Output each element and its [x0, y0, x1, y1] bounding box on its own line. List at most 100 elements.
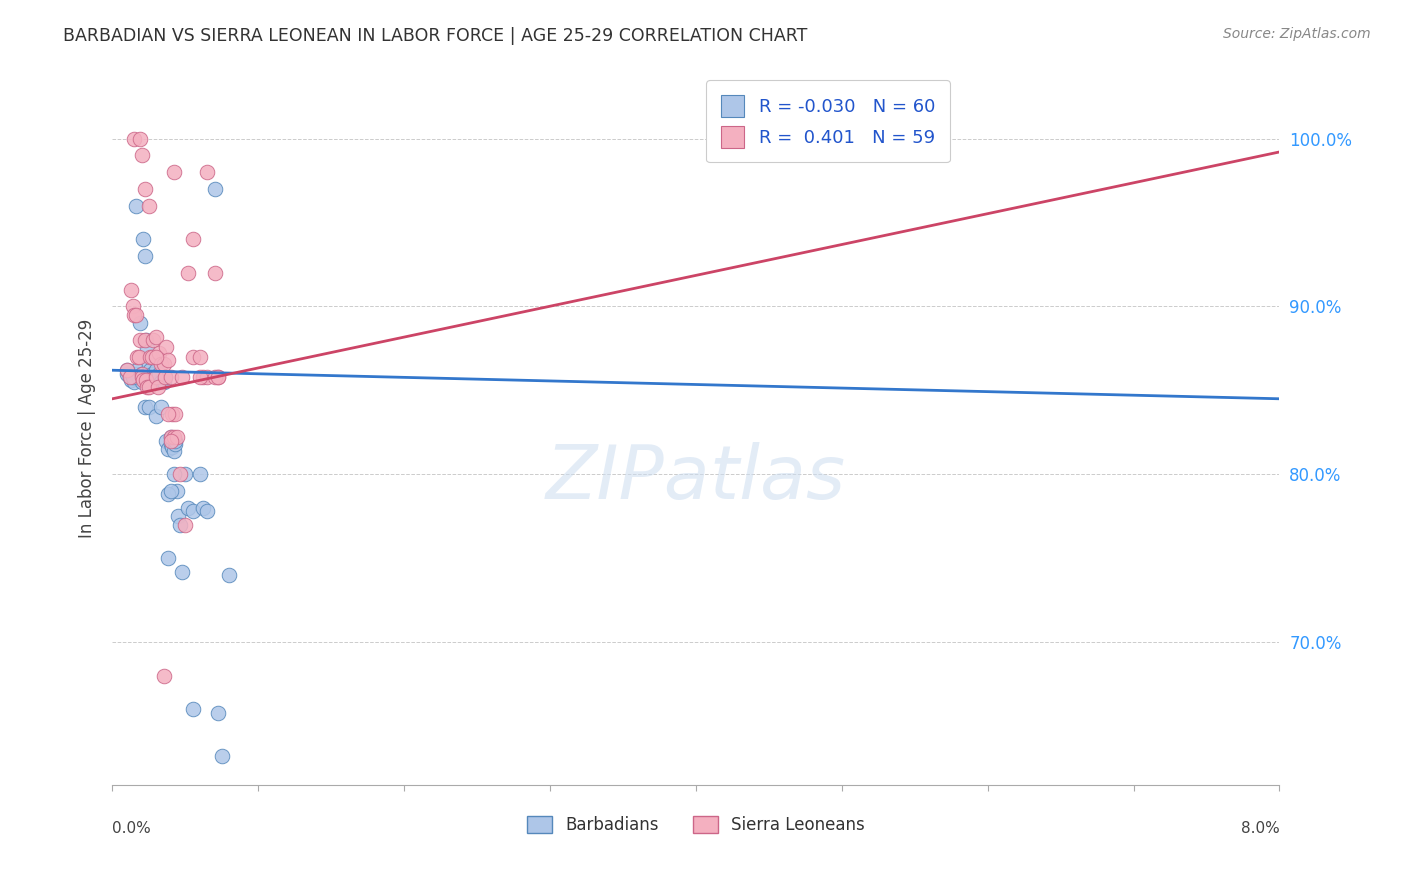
Point	[124, 131, 146, 145]
Point	[124, 375, 146, 389]
Point	[204, 182, 226, 196]
Point	[155, 340, 177, 354]
Point	[139, 350, 162, 364]
Point	[146, 375, 169, 389]
Point	[134, 400, 156, 414]
Point	[132, 232, 155, 246]
Point	[138, 380, 160, 394]
Point	[156, 407, 179, 421]
Point	[125, 308, 148, 322]
Point	[142, 370, 165, 384]
Point	[125, 367, 148, 381]
Point	[166, 484, 188, 499]
Point	[145, 409, 167, 423]
Point	[204, 370, 226, 384]
Point	[125, 199, 148, 213]
Point	[172, 565, 194, 579]
Legend: Barbadians, Sierra Leoneans: Barbadians, Sierra Leoneans	[520, 809, 872, 841]
Point	[163, 430, 186, 444]
Point	[145, 363, 167, 377]
Point	[156, 487, 179, 501]
Text: BARBADIAN VS SIERRA LEONEAN IN LABOR FORCE | AGE 25-29 CORRELATION CHART: BARBADIAN VS SIERRA LEONEAN IN LABOR FOR…	[63, 27, 807, 45]
Point	[165, 437, 187, 451]
Point	[138, 358, 160, 372]
Point	[174, 517, 197, 532]
Point	[118, 370, 141, 384]
Point	[207, 370, 229, 384]
Point	[195, 165, 218, 179]
Point	[160, 430, 183, 444]
Point	[188, 370, 211, 384]
Point	[145, 370, 167, 384]
Point	[131, 367, 153, 381]
Point	[153, 370, 176, 384]
Point	[128, 370, 150, 384]
Point	[122, 370, 145, 384]
Point	[162, 441, 184, 455]
Point	[142, 333, 165, 347]
Point	[207, 370, 229, 384]
Point	[120, 373, 142, 387]
Y-axis label: In Labor Force | Age 25-29: In Labor Force | Age 25-29	[77, 318, 96, 538]
Point	[195, 370, 218, 384]
Point	[128, 350, 150, 364]
Point	[138, 400, 160, 414]
Point	[152, 357, 174, 371]
Point	[167, 509, 190, 524]
Point	[122, 300, 145, 314]
Point	[149, 400, 172, 414]
Point	[118, 370, 141, 384]
Point	[131, 367, 153, 381]
Point	[204, 266, 226, 280]
Point	[145, 370, 167, 384]
Point	[163, 443, 186, 458]
Point	[191, 500, 214, 515]
Point	[124, 308, 146, 322]
Point	[145, 350, 167, 364]
Point	[181, 350, 204, 364]
Point	[195, 504, 218, 518]
Point	[129, 131, 152, 145]
Point	[139, 363, 162, 377]
Point	[188, 350, 211, 364]
Point	[115, 367, 138, 381]
Point	[177, 500, 200, 515]
Point	[152, 669, 174, 683]
Point	[134, 249, 156, 263]
Text: Source: ZipAtlas.com: Source: ZipAtlas.com	[1223, 27, 1371, 41]
Point	[145, 329, 167, 343]
Point	[129, 333, 152, 347]
Point	[166, 430, 188, 444]
Point	[136, 380, 159, 394]
Point	[188, 467, 211, 482]
Point	[160, 437, 183, 451]
Point	[177, 266, 200, 280]
Point	[165, 434, 187, 448]
Point	[129, 316, 152, 330]
Point	[191, 370, 214, 384]
Point	[141, 367, 163, 381]
Point	[163, 165, 186, 179]
Point	[162, 407, 184, 421]
Point	[218, 568, 240, 582]
Point	[156, 353, 179, 368]
Point	[127, 363, 149, 377]
Point	[172, 370, 194, 384]
Point	[160, 430, 183, 444]
Point	[132, 373, 155, 387]
Point	[115, 363, 138, 377]
Point	[165, 407, 187, 421]
Point	[211, 749, 233, 764]
Point	[131, 370, 153, 384]
Point	[134, 333, 156, 347]
Point	[148, 367, 170, 381]
Point	[146, 380, 169, 394]
Point	[135, 333, 157, 347]
Point	[152, 375, 174, 389]
Point	[138, 199, 160, 213]
Point	[148, 346, 170, 360]
Point	[135, 373, 157, 387]
Point	[136, 342, 159, 356]
Point	[160, 370, 183, 384]
Text: 8.0%: 8.0%	[1240, 821, 1279, 836]
